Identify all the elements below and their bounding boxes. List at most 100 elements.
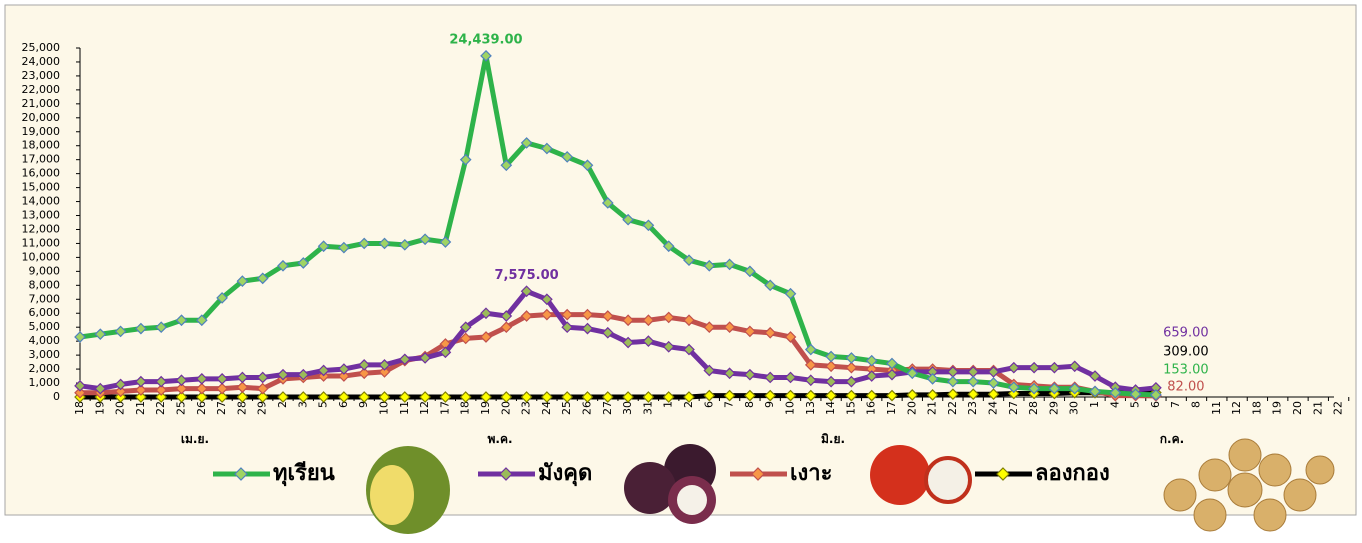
x-tick-label: 25 (560, 401, 573, 415)
y-tick-label: 20,000 (22, 111, 61, 124)
durian-flesh (370, 465, 414, 525)
y-tick-label: 15,000 (22, 181, 61, 194)
legend-label: ลองกอง (1035, 461, 1110, 486)
x-tick-label: 13 (804, 401, 817, 415)
x-tick-label: 26 (581, 401, 594, 415)
y-tick-label: 9,000 (29, 264, 61, 277)
x-tick-label: 26 (195, 401, 208, 415)
y-tick-label: 4,000 (29, 334, 61, 347)
x-tick-label: 22 (1332, 401, 1345, 415)
x-tick-label: 23 (520, 401, 533, 415)
rambutan-flesh (926, 458, 970, 502)
page: {"chart_data": {"type": "line", "categor… (0, 0, 1362, 539)
y-tick-label: 18,000 (22, 139, 61, 152)
y-tick-label: 24,000 (22, 55, 61, 68)
x-tick-label: 23 (966, 401, 979, 415)
x-tick-label: 8 (1190, 401, 1203, 408)
x-tick-label: 14 (824, 401, 837, 415)
x-tick-label: 20 (905, 401, 918, 415)
month-label: มิ.ย. (821, 432, 845, 446)
x-tick-label: 20 (114, 401, 127, 415)
data-label: 153.00 (1163, 363, 1209, 378)
x-tick-label: 18 (459, 401, 472, 415)
mangosteen-flesh (677, 485, 707, 515)
y-tick-label: 14,000 (22, 195, 61, 208)
x-tick-label: 19 (1271, 401, 1284, 415)
x-tick-label: 22 (154, 401, 167, 415)
x-tick-label: 8 (743, 401, 756, 408)
x-tick-label: 10 (784, 401, 797, 415)
x-tick-label: 24 (987, 401, 1000, 415)
rambutan (870, 445, 930, 505)
x-tick-label: 21 (926, 401, 939, 415)
x-tick-label: 27 (1007, 401, 1020, 415)
x-tick-label: 27 (601, 401, 614, 415)
x-tick-label: 16 (865, 401, 878, 415)
data-label: 7,575.00 (495, 268, 559, 283)
mangosteen (624, 462, 676, 514)
x-tick-label: 28 (235, 401, 248, 415)
y-tick-label: 21,000 (22, 97, 61, 110)
y-tick-label: 10,000 (22, 250, 61, 263)
month-label: พ.ค. (487, 432, 512, 446)
x-tick-label: 24 (540, 401, 553, 415)
x-tick-label: 17 (885, 401, 898, 415)
chart: 01,0002,0003,0004,0005,0006,0007,0008,00… (0, 0, 1362, 539)
x-tick-label: 27 (215, 401, 228, 415)
data-label: 309.00 (1163, 345, 1209, 360)
y-tick-label: 8,000 (29, 278, 61, 291)
x-tick-label: 22 (946, 401, 959, 415)
x-tick-label: 11 (1210, 401, 1223, 415)
x-tick-label: 29 (1047, 401, 1060, 415)
y-tick-label: 19,000 (22, 125, 61, 138)
x-tick-label: 28 (1027, 401, 1040, 415)
x-tick-label: 19 (93, 401, 106, 415)
x-tick-label: 19 (479, 401, 492, 415)
x-tick-label: 29 (256, 401, 269, 415)
y-tick-label: 0 (53, 390, 60, 403)
x-tick-label: 17 (438, 401, 451, 415)
y-tick-label: 11,000 (22, 236, 61, 249)
x-tick-label: 18 (73, 401, 86, 415)
y-tick-label: 12,000 (22, 222, 61, 235)
data-label: 82.00 (1167, 380, 1204, 395)
x-tick-label: 4 (1108, 401, 1121, 408)
x-tick-label: 20 (499, 401, 512, 415)
x-tick-label: 25 (175, 401, 188, 415)
x-tick-label: 11 (398, 401, 411, 415)
x-tick-label: 5 (1129, 401, 1142, 408)
data-label: 659.00 (1163, 326, 1209, 341)
month-label: เม.ย. (181, 432, 209, 446)
x-tick-label: 10 (378, 401, 391, 415)
data-label: 24,439.00 (449, 32, 522, 47)
x-tick-label: 9 (763, 401, 776, 408)
x-tick-label: 31 (641, 401, 654, 415)
x-tick-label: 6 (1149, 401, 1162, 408)
y-tick-label: 2,000 (29, 362, 61, 375)
x-tick-label: 20 (1291, 401, 1304, 415)
y-tick-label: 25,000 (22, 41, 61, 54)
legend-label: มังคุด (538, 461, 592, 487)
y-tick-label: 5,000 (29, 320, 61, 333)
y-tick-label: 16,000 (22, 167, 61, 180)
y-tick-label: 6,000 (29, 306, 61, 319)
y-tick-label: 7,000 (29, 292, 61, 305)
y-tick-label: 3,000 (29, 348, 61, 361)
x-tick-label: 6 (702, 401, 715, 408)
x-tick-label: 7 (723, 401, 736, 408)
x-tick-label: 30 (621, 401, 634, 415)
legend-label: เงาะ (790, 461, 832, 486)
y-tick-label: 23,000 (22, 69, 61, 82)
x-tick-label: 21 (1311, 401, 1324, 415)
x-tick-label: 21 (134, 401, 147, 415)
x-tick-label: 15 (844, 401, 857, 415)
legend-label: ทุเรียน (273, 461, 335, 487)
x-tick-label: 12 (418, 401, 431, 415)
month-label: ก.ค. (1160, 432, 1184, 446)
y-tick-label: 13,000 (22, 209, 61, 222)
x-tick-label: 7 (1169, 401, 1182, 408)
y-tick-label: 22,000 (22, 83, 61, 96)
y-tick-label: 1,000 (29, 376, 61, 389)
x-tick-label: 30 (1068, 401, 1081, 415)
x-tick-label: 1 (1088, 401, 1101, 408)
